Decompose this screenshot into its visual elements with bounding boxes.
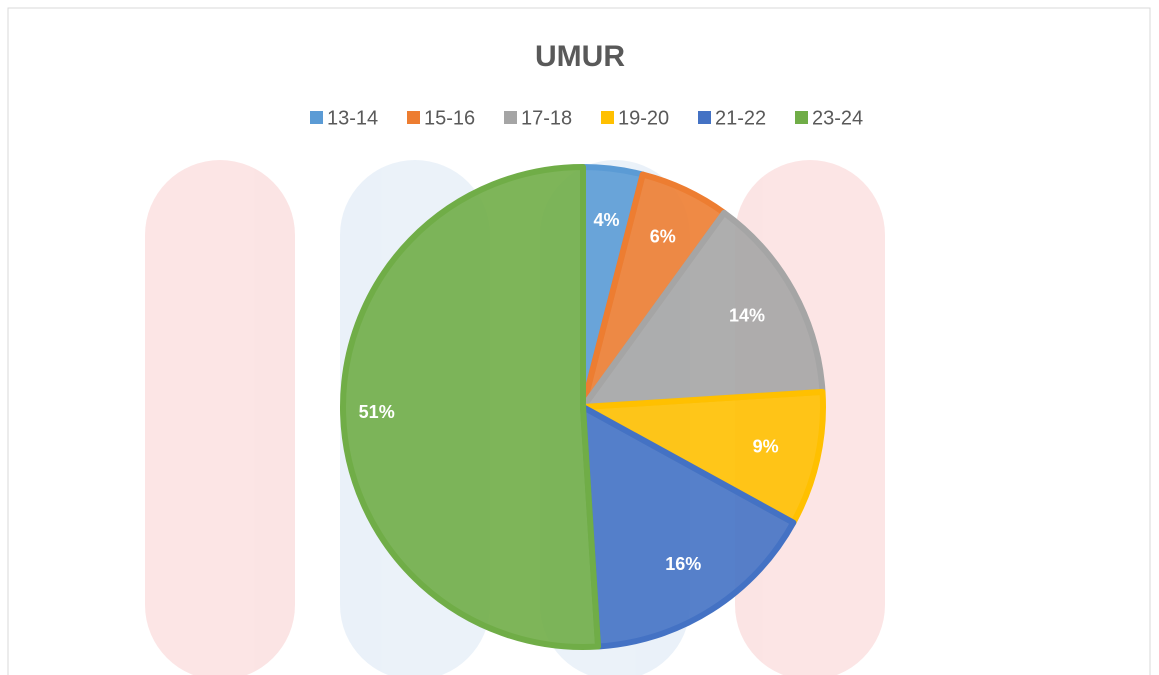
data-label: 51%	[359, 402, 395, 422]
legend-swatch	[795, 111, 808, 124]
pie-slice	[340, 164, 602, 650]
pie-slice	[580, 404, 797, 650]
legend-swatch	[698, 111, 711, 124]
legend-swatch	[504, 111, 517, 124]
legend-text: 15-16	[424, 107, 475, 129]
pie-slice	[580, 209, 826, 410]
data-label: 16%	[665, 554, 701, 574]
data-label: 6%	[650, 226, 676, 246]
data-label: 9%	[753, 437, 779, 457]
legend-text: 23-24	[812, 107, 863, 129]
pie-slice	[580, 388, 826, 526]
legend-text: 17-18	[521, 107, 572, 129]
legend-text: 19-20	[618, 107, 669, 129]
legend-swatch	[310, 111, 323, 124]
legend-swatch	[407, 111, 420, 124]
chart-title: UMUR	[535, 40, 625, 73]
data-label: 14%	[729, 306, 765, 326]
legend-text: 13-14	[327, 107, 378, 129]
legend-text: 21-22	[715, 107, 766, 129]
legend-swatch	[601, 111, 614, 124]
data-label: 4%	[593, 210, 619, 230]
